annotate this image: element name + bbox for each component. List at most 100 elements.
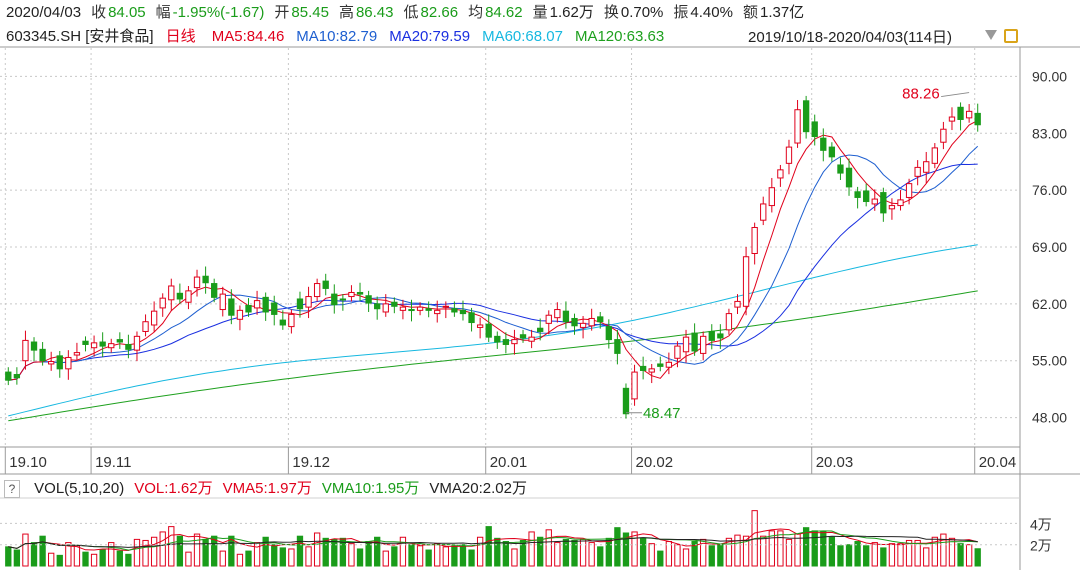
volume-bar	[468, 549, 475, 567]
candle-body	[957, 106, 964, 120]
info-label: 量	[532, 4, 548, 21]
high-marker-line	[941, 92, 970, 98]
volume-bar	[176, 535, 184, 567]
volume-bar	[657, 550, 664, 567]
candle-body	[708, 330, 715, 341]
candle-body	[142, 321, 149, 332]
candle-body	[785, 146, 793, 164]
volume-bar	[13, 549, 21, 567]
candle-body	[674, 345, 681, 359]
volume-bar	[708, 545, 715, 567]
volume-bar	[159, 531, 166, 567]
volume-bar	[99, 549, 106, 567]
volume-bar	[888, 543, 896, 567]
volume-bar	[923, 547, 930, 567]
candle-body	[631, 371, 638, 400]
candle-body	[657, 363, 664, 367]
volume-bar	[794, 533, 801, 567]
candle-body	[648, 368, 655, 373]
quote-info-row: 2020/04/03 收 84.05 幅 -1.95%(-1.67) 开 85.45 高 86.…	[6, 2, 814, 24]
candle-body	[622, 387, 630, 415]
volume-bar	[228, 535, 235, 567]
period-label[interactable]: 日线	[165, 28, 196, 45]
range-dropdown-icon[interactable]	[985, 30, 997, 40]
candle-body	[554, 309, 561, 319]
candle-body	[236, 309, 244, 320]
info-value: 85.45	[291, 4, 329, 21]
volume-bar	[717, 544, 724, 567]
candle-body	[888, 205, 896, 210]
volume-bar	[519, 539, 527, 567]
volume-bar	[957, 543, 964, 567]
volume-bar	[288, 548, 295, 567]
candle-body	[597, 316, 604, 323]
volume-bar	[476, 536, 484, 567]
volume-bar	[56, 554, 63, 567]
volume-bar	[253, 542, 261, 567]
candle-body	[811, 121, 818, 138]
volume-bar	[331, 538, 338, 567]
volume-bar	[451, 545, 458, 567]
candle-body	[588, 317, 595, 327]
candle-body	[494, 335, 501, 343]
date-tick-label: 20.03	[816, 454, 854, 471]
high-annotation: 88.26	[902, 86, 940, 103]
candle-body	[734, 300, 741, 308]
candle-body	[116, 339, 123, 343]
candle-body	[639, 365, 647, 371]
volume-bar	[245, 550, 252, 567]
candle-body	[742, 256, 750, 307]
volume-bar	[348, 543, 355, 567]
volume-bar	[597, 546, 604, 567]
lock-icon[interactable]	[1004, 29, 1018, 43]
ma-legend-item: MA120:63.63	[574, 28, 665, 45]
info-value: 4.40%	[690, 4, 733, 21]
volume-bar	[193, 533, 201, 567]
candle-body	[948, 116, 956, 122]
volume-bar	[648, 543, 655, 567]
volume-bar	[502, 541, 510, 567]
volume-bar	[811, 530, 818, 567]
volume-bar	[863, 545, 870, 567]
candle-body	[914, 166, 921, 177]
volume-bar	[116, 550, 123, 567]
candle-body	[965, 110, 973, 119]
candle-body	[768, 187, 775, 207]
volume-bar	[614, 527, 621, 567]
volume-bar	[828, 536, 836, 567]
candle-body	[305, 296, 312, 308]
volume-bar	[459, 544, 467, 567]
volume-bar	[734, 534, 741, 567]
volume-bar	[785, 538, 793, 567]
candle-body	[391, 301, 398, 307]
volume-bar	[322, 537, 329, 567]
volume-bar	[974, 548, 981, 567]
volume-bar	[588, 542, 595, 567]
candle-body	[313, 283, 321, 298]
candle-body	[614, 339, 621, 354]
volume-bar	[219, 550, 226, 567]
volume-bar	[185, 551, 192, 567]
candle-body	[545, 314, 552, 324]
candle-body	[30, 341, 38, 351]
candle-body	[408, 309, 415, 312]
volume-bar	[725, 537, 733, 567]
date-tick-label: 19.10	[9, 454, 47, 471]
info-label: 均	[468, 4, 484, 21]
volume-bar	[639, 537, 647, 567]
candle-body	[13, 374, 21, 379]
candle-body	[725, 313, 733, 331]
volume-bar	[416, 545, 424, 567]
volume-bar	[897, 543, 904, 567]
volume-bar	[313, 532, 321, 567]
candle-body	[442, 305, 449, 308]
help-icon[interactable]: ?	[4, 480, 20, 498]
vol-legend-item: VMA5:1.97万	[222, 480, 312, 497]
volume-bar	[545, 529, 552, 567]
volume-bar	[168, 526, 175, 567]
volume-bar	[5, 546, 12, 567]
volume-bar	[511, 548, 518, 567]
candle-body	[99, 341, 106, 347]
candle-body	[339, 298, 347, 301]
